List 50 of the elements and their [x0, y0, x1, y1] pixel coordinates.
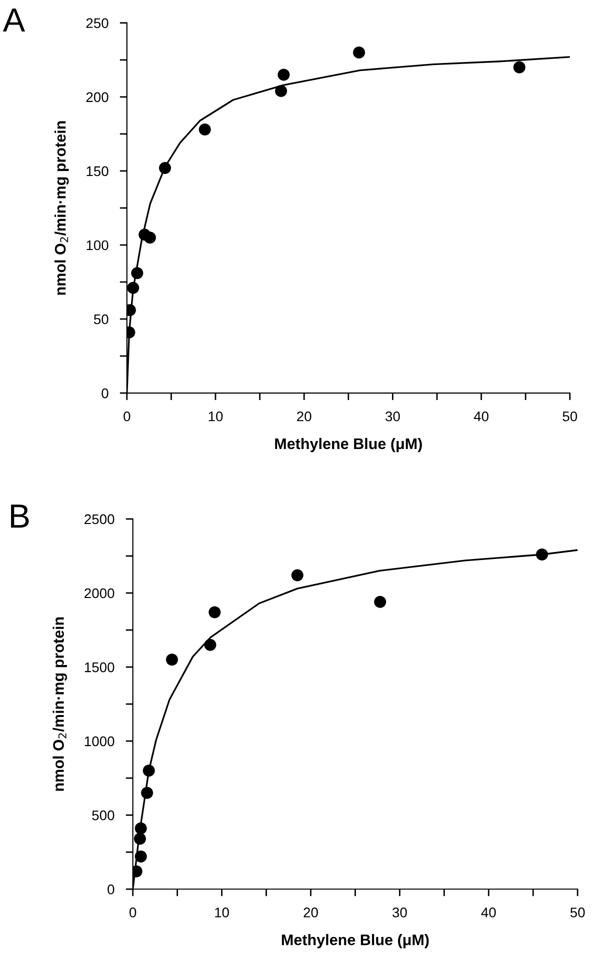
x-axis-title: Methylene Blue (μM): [275, 438, 422, 452]
y-tick-label: 250: [86, 18, 108, 28]
point: [278, 68, 290, 81]
y-tick-label: 150: [86, 166, 108, 176]
x-tick-label: 40: [481, 908, 496, 918]
x-tick-label: 30: [385, 411, 400, 422]
point: [127, 282, 140, 294]
y-tick-label: 1500: [84, 662, 114, 672]
y-tick-label: 2000: [84, 588, 114, 598]
y-axis-title: nmol O$_{2}$/min·mg protein: [52, 617, 68, 791]
point: [134, 832, 146, 845]
point: [131, 267, 144, 280]
point: [374, 596, 386, 608]
point: [536, 548, 548, 561]
point: [513, 61, 526, 74]
point: [158, 162, 172, 174]
x-tick-label: 10: [208, 411, 223, 422]
point: [353, 46, 366, 59]
y-tick-label: 100: [86, 240, 108, 250]
y-tick-label: 0: [102, 388, 108, 398]
y-tick-label: 0: [108, 884, 114, 894]
point: [198, 123, 211, 136]
chart-title: A: [2, 8, 26, 32]
x-tick-label: 10: [215, 908, 229, 918]
point: [291, 569, 304, 582]
point: [142, 764, 155, 777]
x-axis-title: Methylene Blue (μM): [282, 934, 429, 948]
point: [275, 84, 288, 98]
x-tick-label: 20: [297, 411, 312, 422]
x-tick-label: 20: [304, 908, 318, 918]
point: [166, 654, 178, 666]
point: [134, 822, 147, 834]
y-axis-title: nmol O$_{2}$/min·mg protein: [54, 121, 69, 295]
point: [141, 786, 154, 799]
x-tick-label: 50: [562, 411, 578, 422]
y-tick-label: 1000: [84, 736, 114, 746]
point: [208, 606, 221, 618]
y-tick-label: 500: [92, 810, 114, 820]
x-tick-label: 30: [392, 908, 407, 918]
y-tick-label: 2500: [84, 514, 114, 524]
x-tick-label: 40: [474, 411, 488, 422]
chart-title: B: [11, 504, 29, 528]
point: [204, 638, 216, 651]
y-tick-label: 50: [94, 314, 108, 324]
point: [144, 232, 156, 244]
point: [134, 850, 147, 863]
x-tick-label: 0: [130, 908, 136, 918]
x-tick-label: 0: [124, 411, 130, 422]
y-tick-label: 200: [86, 92, 108, 102]
x-tick-label: 50: [570, 908, 585, 918]
